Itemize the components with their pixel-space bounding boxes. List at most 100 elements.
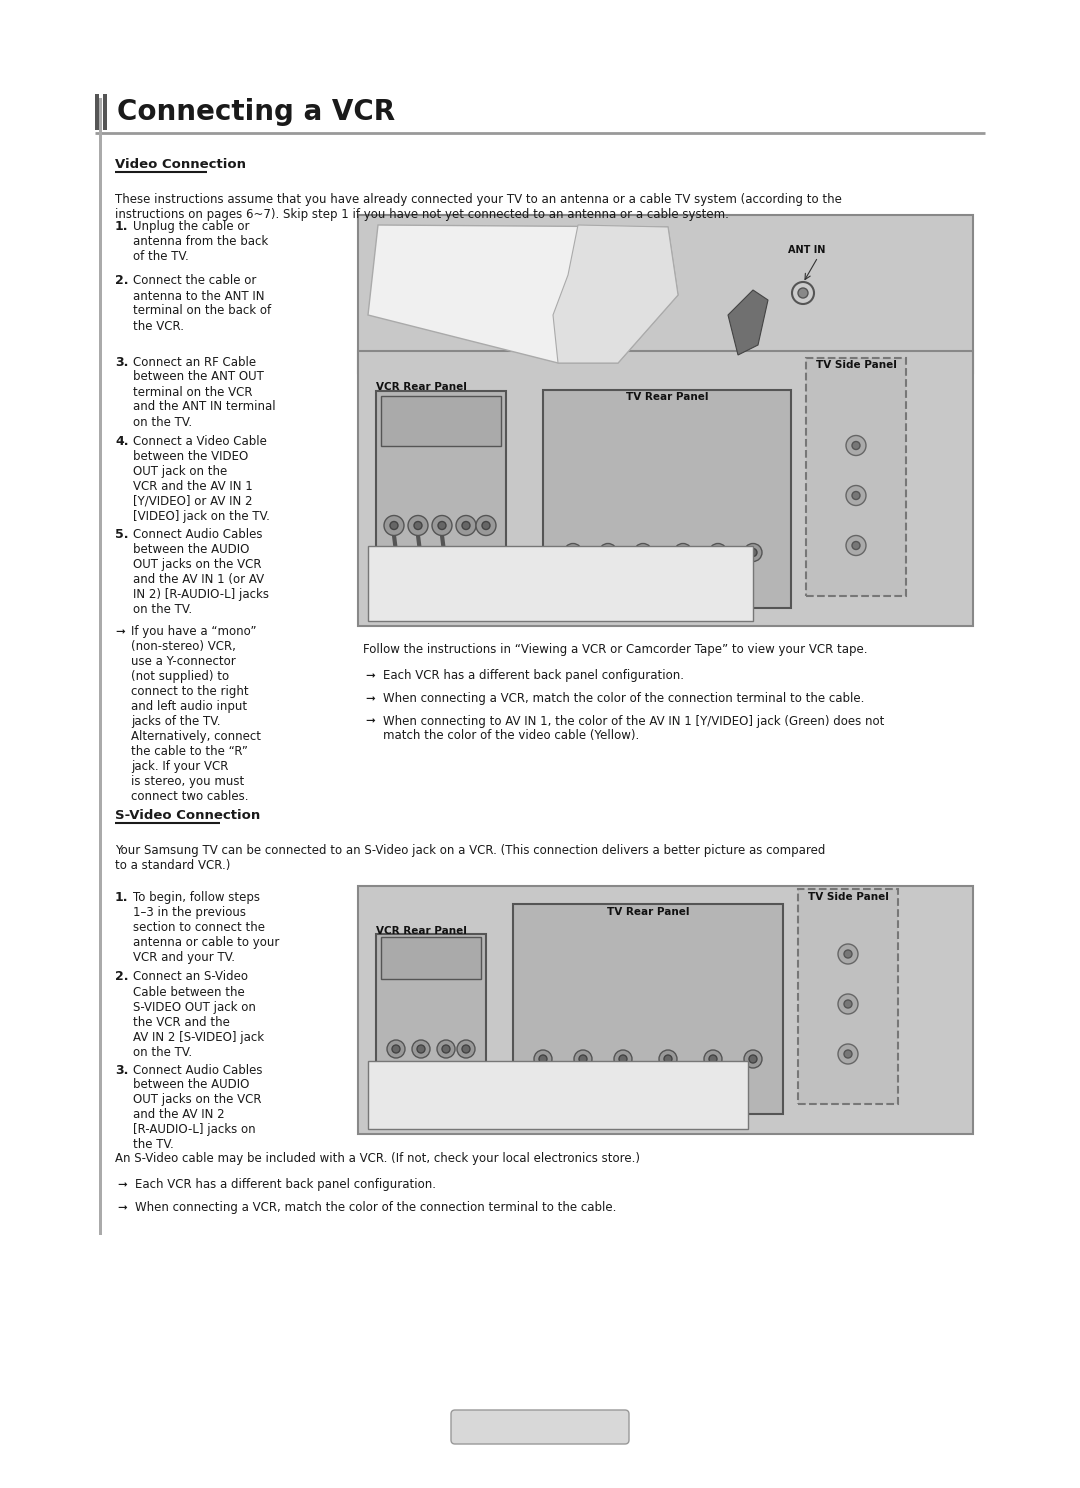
Circle shape (674, 543, 692, 561)
Circle shape (708, 1055, 717, 1062)
Circle shape (387, 1040, 405, 1058)
Text: 3   Audio Cable (Not supplied): 3 Audio Cable (Not supplied) (376, 1115, 543, 1125)
Circle shape (456, 515, 476, 536)
Circle shape (615, 1051, 632, 1068)
Bar (513, 905, 783, 1115)
Circle shape (573, 1051, 592, 1068)
Circle shape (411, 1040, 430, 1058)
Polygon shape (553, 225, 678, 363)
Text: Each VCR has a different back panel configuration.: Each VCR has a different back panel conf… (135, 1178, 436, 1190)
Circle shape (838, 994, 858, 1013)
Text: Connecting a VCR: Connecting a VCR (117, 98, 395, 126)
Circle shape (417, 1045, 426, 1054)
Circle shape (714, 549, 723, 557)
Circle shape (750, 549, 757, 557)
Text: Your Samsung TV can be connected to an S-Video jack on a VCR. (This connection d: Your Samsung TV can be connected to an S… (114, 844, 825, 872)
Text: If you have a “mono”
(non-stereo) VCR,
use a Y-connector
(not supplied) to
conne: If you have a “mono” (non-stereo) VCR, u… (131, 625, 261, 804)
Circle shape (476, 515, 496, 536)
Circle shape (843, 1000, 852, 1007)
Circle shape (534, 1051, 552, 1068)
Circle shape (432, 515, 453, 536)
Text: Connect an RF Cable
between the ANT OUT
terminal on the VCR
and the ANT IN termi: Connect an RF Cable between the ANT OUT … (133, 356, 275, 429)
Text: When connecting to AV IN 1, the color of the AV IN 1 [Y/VIDEO] jack (Green) does: When connecting to AV IN 1, the color of… (383, 714, 885, 743)
Text: ➞: ➞ (117, 1178, 126, 1190)
Circle shape (744, 543, 762, 561)
Bar (103, 94, 107, 129)
Circle shape (843, 949, 852, 958)
Text: 5.: 5. (114, 528, 129, 542)
Circle shape (750, 1055, 757, 1062)
Circle shape (438, 521, 446, 530)
Circle shape (599, 573, 617, 592)
Circle shape (846, 485, 866, 506)
Circle shape (634, 543, 652, 561)
Text: VCR Rear Panel: VCR Rear Panel (376, 926, 467, 936)
Text: VCR Rear Panel: VCR Rear Panel (376, 382, 467, 393)
Circle shape (384, 515, 404, 536)
Circle shape (564, 573, 582, 592)
Circle shape (619, 1055, 627, 1062)
Circle shape (744, 1051, 762, 1068)
Bar (368, 546, 753, 620)
Text: S-Video Connection: S-Video Connection (114, 809, 260, 821)
Text: ➞: ➞ (114, 625, 125, 638)
Circle shape (838, 1045, 858, 1064)
Text: TV Side Panel: TV Side Panel (815, 360, 896, 371)
Text: Video Connection: Video Connection (114, 158, 246, 171)
Bar (357, 214, 973, 373)
Bar (368, 1061, 748, 1129)
Text: 2   S-Video Cable (Not supplied): 2 S-Video Cable (Not supplied) (376, 1095, 553, 1106)
Text: 1   RF Cable (Not supplied): 1 RF Cable (Not supplied) (376, 1074, 525, 1085)
Polygon shape (368, 225, 678, 363)
Circle shape (838, 943, 858, 964)
Text: An S-Video cable may be included with a VCR. (If not, check your local electroni: An S-Video cable may be included with a … (114, 1152, 640, 1165)
Circle shape (852, 442, 860, 449)
Circle shape (392, 1045, 400, 1054)
Circle shape (579, 1055, 588, 1062)
Circle shape (457, 1040, 475, 1058)
Bar (376, 390, 507, 561)
Circle shape (664, 1055, 672, 1062)
Circle shape (569, 549, 577, 557)
Circle shape (390, 521, 399, 530)
Text: English - 10: English - 10 (503, 1421, 577, 1433)
Bar (357, 885, 973, 1134)
Text: Unplug the cable or
antenna from the back
of the TV.: Unplug the cable or antenna from the bac… (133, 220, 268, 263)
Circle shape (408, 515, 428, 536)
Text: Connect an S-Video
Cable between the
S-VIDEO OUT jack on
the VCR and the
AV IN 2: Connect an S-Video Cable between the S-V… (133, 970, 265, 1058)
Bar (381, 396, 501, 445)
Bar (798, 888, 897, 1104)
Circle shape (639, 549, 647, 557)
Text: 4   Video Cable (Not supplied): 4 Video Cable (Not supplied) (376, 582, 542, 592)
Text: ➞: ➞ (117, 1201, 126, 1214)
Text: When connecting a VCR, match the color of the connection terminal to the cable.: When connecting a VCR, match the color o… (135, 1201, 617, 1214)
Text: ANT IN: ANT IN (788, 246, 825, 254)
Circle shape (843, 1051, 852, 1058)
Text: TV Rear Panel: TV Rear Panel (625, 393, 708, 402)
FancyBboxPatch shape (451, 1411, 629, 1443)
Text: 4.: 4. (114, 434, 129, 448)
Text: 5   Audio Cable (Not supplied): 5 Audio Cable (Not supplied) (376, 559, 543, 570)
Text: Each VCR has a different back panel configuration.: Each VCR has a different back panel conf… (383, 670, 684, 683)
Text: 1.: 1. (114, 891, 129, 905)
Bar (357, 351, 973, 625)
Bar (381, 937, 481, 979)
Text: TV Rear Panel: TV Rear Panel (607, 908, 689, 917)
Circle shape (704, 1051, 723, 1068)
Text: 3   RF Cable (Not supplied): 3 RF Cable (Not supplied) (376, 604, 525, 613)
Text: Connect Audio Cables
between the AUDIO
OUT jacks on the VCR
and the AV IN 1 (or : Connect Audio Cables between the AUDIO O… (133, 528, 269, 616)
Circle shape (462, 521, 470, 530)
Circle shape (798, 289, 808, 298)
Text: 3.: 3. (114, 356, 129, 369)
Text: TV Side Panel: TV Side Panel (808, 891, 889, 902)
Circle shape (634, 573, 652, 592)
Text: Follow the instructions in “Viewing a VCR or Camcorder Tape” to view your VCR ta: Follow the instructions in “Viewing a VC… (363, 643, 867, 656)
Text: ➞: ➞ (365, 670, 375, 683)
Bar (99, 98, 102, 1235)
Text: 2.: 2. (114, 970, 129, 984)
Circle shape (437, 1040, 455, 1058)
Text: 3.: 3. (114, 1064, 129, 1076)
Bar (95, 94, 99, 129)
Text: Connect the cable or
antenna to the ANT IN
terminal on the back of
the VCR.: Connect the cable or antenna to the ANT … (133, 274, 271, 332)
Circle shape (442, 1045, 450, 1054)
